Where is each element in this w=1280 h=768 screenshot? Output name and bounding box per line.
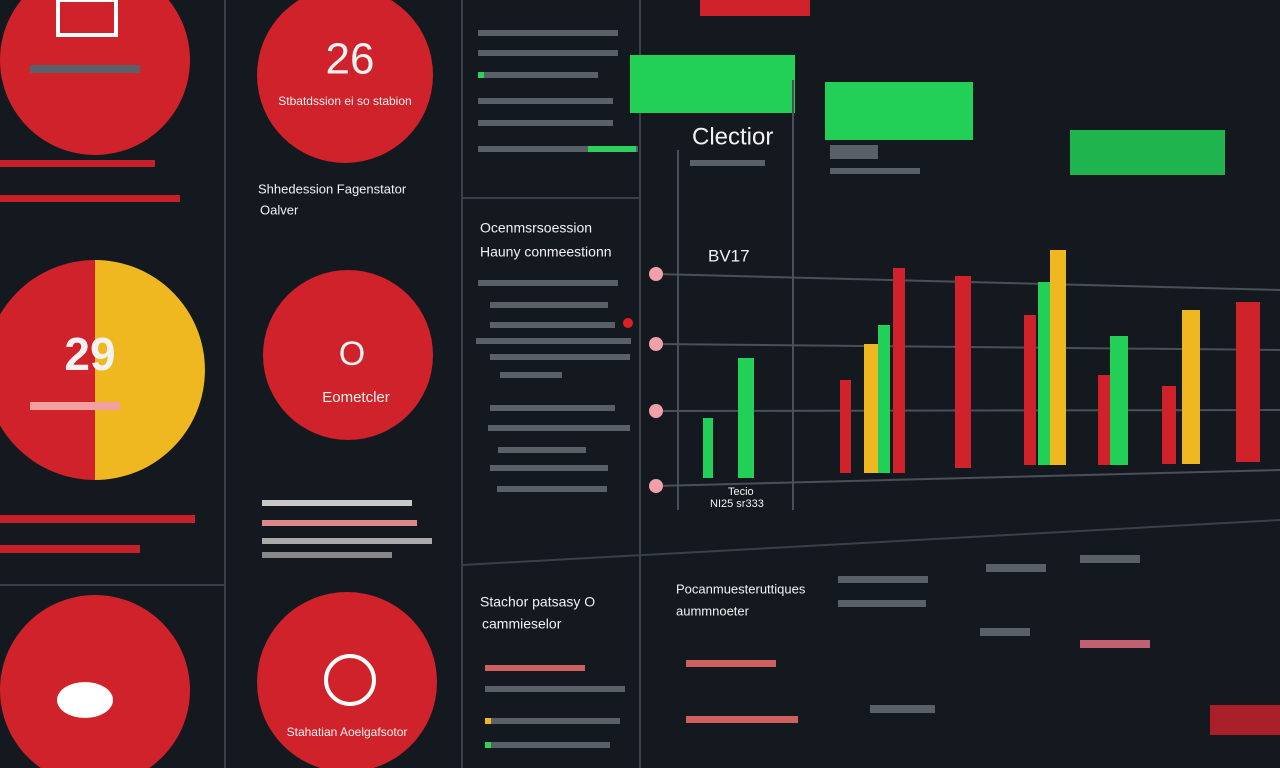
list-lines xyxy=(686,555,1280,735)
bottom-2-subtitle: aummnoeter xyxy=(676,603,750,618)
chart-title: Clectior xyxy=(692,123,773,150)
header-bar xyxy=(700,0,810,16)
card-2-caption: Eometcler xyxy=(322,389,390,406)
heading-title: Shhedession Fagenstator xyxy=(258,181,407,196)
text-line xyxy=(0,160,155,167)
card-1-value: 26 xyxy=(326,35,375,84)
list-lines xyxy=(476,280,633,492)
card-2-value: O xyxy=(339,335,365,373)
gauge-red xyxy=(0,260,95,480)
heading-subtitle: Oalver xyxy=(260,202,299,217)
list-lines xyxy=(478,30,638,152)
icon xyxy=(324,654,376,706)
header-bar xyxy=(630,55,795,113)
card-3-circle xyxy=(257,592,437,768)
text-line xyxy=(0,545,140,553)
left-circle-3 xyxy=(0,595,190,768)
text-line xyxy=(30,65,140,73)
card-2-circle xyxy=(263,270,433,440)
left-circle-1 xyxy=(0,0,190,155)
header-bar xyxy=(1070,130,1225,175)
bottom-1-title: Stachor patsasy O xyxy=(480,594,595,610)
text-line xyxy=(30,402,120,410)
text-line xyxy=(0,195,180,202)
header-bar xyxy=(825,82,973,140)
icon xyxy=(57,682,113,718)
card-1-caption: Stbatdssion ei so stabion xyxy=(278,94,411,108)
bottom-2-title: Pocanmuesteruttiques xyxy=(676,581,806,596)
list-lines xyxy=(262,500,432,558)
axis-note: Tecio xyxy=(728,486,754,498)
list-lines xyxy=(485,665,625,748)
gauge-yellow xyxy=(95,260,205,480)
text-line xyxy=(830,168,920,174)
axis-note-2: NI25 sr333 xyxy=(710,498,764,510)
icon xyxy=(56,0,118,37)
bars xyxy=(703,250,1260,478)
text-line xyxy=(0,515,195,523)
list-title: Ocenmsrsoession xyxy=(480,220,592,236)
bottom-1-subtitle: cammieselor xyxy=(482,616,562,632)
gauge-value: 29 xyxy=(64,328,115,380)
badge: BV17 xyxy=(708,246,750,265)
text-line xyxy=(690,160,765,166)
card-3-caption: Stahatian Aoelgafsotor xyxy=(287,725,408,739)
text-line xyxy=(830,145,878,159)
axis-dots xyxy=(649,267,663,493)
card-1-circle xyxy=(257,0,433,163)
list-subtitle: Hauny conmeestionn xyxy=(480,244,612,260)
